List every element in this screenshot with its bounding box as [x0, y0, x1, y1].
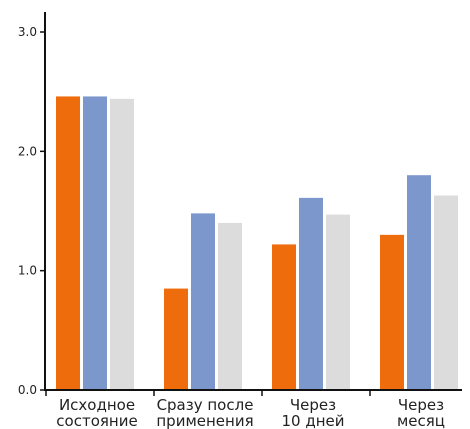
y-tick-label-1: 1.0 — [18, 264, 37, 278]
bar-3-series-1 — [272, 244, 296, 390]
axes-layer — [40, 12, 462, 396]
bar-2-series-3 — [218, 222, 242, 390]
y-tick-label-2: 2.0 — [18, 144, 37, 158]
bar-3-series-2 — [299, 197, 323, 390]
y-tick-label-0: 0.0 — [18, 383, 37, 397]
category-label-4-line-1: Через — [398, 396, 444, 414]
bar-2-series-2 — [191, 213, 215, 390]
bars-layer — [56, 96, 458, 391]
bar-4-series-1 — [380, 234, 404, 390]
category-label-1-line-1: Исходное — [59, 396, 135, 414]
category-label-4-line-2: месяц — [397, 412, 445, 429]
bar-4-series-3 — [434, 195, 458, 390]
category-label-3-line-2: 10 дней — [281, 412, 344, 429]
category-label-2-line-2: применения — [156, 412, 253, 429]
bar-3-series-3 — [326, 214, 350, 390]
bar-1-series-3 — [110, 98, 134, 391]
y-tick-label-3: 3.0 — [18, 25, 37, 39]
category-label-1-line-2: состояние — [56, 412, 137, 429]
bar-2-series-1 — [164, 288, 188, 390]
bar-4-series-2 — [407, 175, 431, 390]
category-label-3-line-1: Через — [290, 396, 336, 414]
category-label-2-line-1: Сразу после — [157, 396, 254, 414]
bar-1-series-2 — [83, 96, 107, 390]
bar-1-series-1 — [56, 96, 80, 390]
